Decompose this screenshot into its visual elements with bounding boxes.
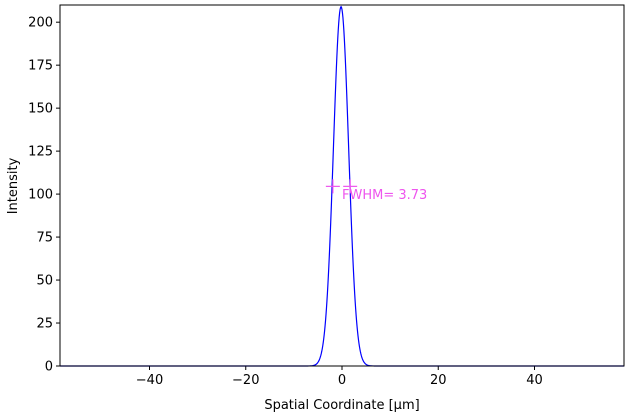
y-axis-label: Intensity <box>6 157 21 214</box>
x-tick-label: −40 <box>136 373 163 388</box>
y-tick-label: 150 <box>28 102 53 117</box>
x-tick-label: 0 <box>338 373 346 388</box>
x-tick-label: 20 <box>430 373 447 388</box>
plot-background <box>60 5 624 366</box>
y-tick-label: 50 <box>36 274 53 289</box>
x-axis-label: Spatial Coordinate [μm] <box>264 398 419 413</box>
tick-layer: −40 −20 0 20 40 0 25 50 75 100 125 150 175 200 <box>28 16 543 388</box>
plot-frame <box>59 4 625 367</box>
y-tick-label: 100 <box>28 188 53 203</box>
y-tick-label: 0 <box>45 360 53 375</box>
x-tick-label: 40 <box>526 373 543 388</box>
fwhm-annotation: FWHM= 3.73 <box>342 188 427 203</box>
y-tick-label: 175 <box>28 59 53 74</box>
y-tick-label: 75 <box>36 231 53 246</box>
y-tick-label: 200 <box>28 16 53 31</box>
y-tick-label: 25 <box>36 317 53 332</box>
fwhm-marker <box>325 179 358 194</box>
x-tick-label: −20 <box>232 373 259 388</box>
y-tick-label: 125 <box>28 145 53 160</box>
